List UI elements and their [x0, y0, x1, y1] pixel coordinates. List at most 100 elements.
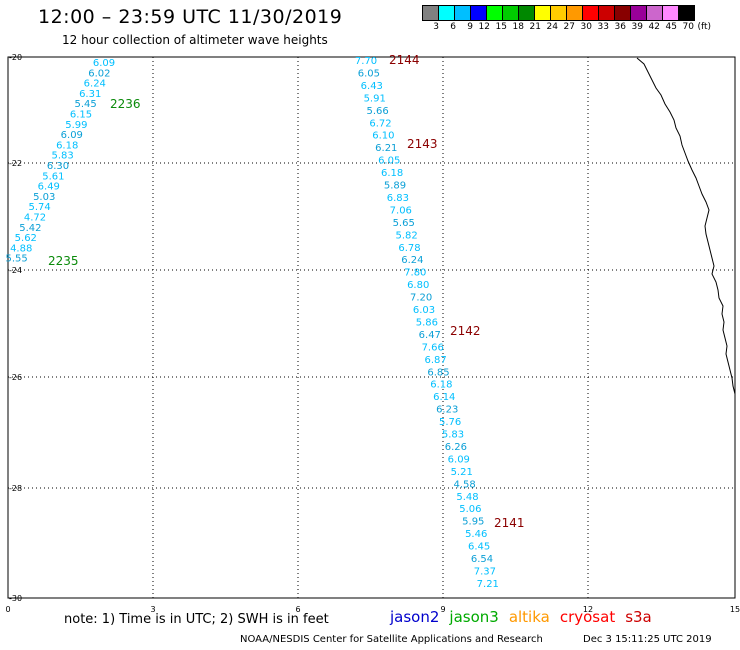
wave-height-value: 7.37 [474, 566, 496, 577]
wave-height-value: 6.10 [372, 131, 394, 142]
wave-height-value: 6.78 [398, 243, 420, 254]
footnote: note: 1) Time is in UTC; 2) SWH is in fe… [64, 612, 329, 627]
wave-height-value: 5.83 [442, 430, 464, 441]
legend-label: 3 [433, 22, 439, 32]
wave-height-value: 5.74 [28, 202, 50, 213]
wave-height-value: 7.80 [404, 268, 426, 279]
wave-height-value: 6.85 [427, 367, 449, 378]
wave-height-value: 5.83 [51, 151, 73, 162]
y-tick-label: -26 [9, 373, 22, 382]
legend-label: 9 [467, 22, 473, 32]
wave-height-value: 7.06 [390, 205, 412, 216]
wave-height-value: 6.26 [445, 442, 467, 453]
legend-swatch [678, 5, 695, 21]
satellite-name: altika [508, 608, 550, 626]
wave-height-value: 4.58 [453, 479, 475, 490]
wave-height-value: 5.89 [384, 181, 406, 192]
legend-label: 6 [450, 22, 456, 32]
y-tick-label: -28 [9, 484, 22, 493]
legend-label: 24 [546, 22, 558, 32]
wave-height-value: 6.05 [358, 68, 380, 79]
x-tick-label: 12 [583, 605, 593, 614]
legend-label: 27 [563, 22, 575, 32]
wave-height-value: 6.02 [88, 68, 110, 79]
legend-label: 18 [512, 22, 524, 32]
wave-height-value: 6.05 [378, 156, 400, 167]
legend-label: 70 [682, 22, 694, 32]
wave-height-value: 5.46 [465, 529, 487, 540]
wave-height-value: 6.24 [84, 79, 106, 90]
legend-label: 36 [614, 22, 626, 32]
x-tick-label: 6 [295, 605, 300, 614]
legend-label: 30 [580, 22, 592, 32]
wave-height-value: 6.09 [61, 130, 83, 141]
wave-height-value: 4.72 [24, 213, 46, 224]
wave-height-value: 6.87 [424, 355, 446, 366]
wave-height-value: 5.86 [416, 317, 438, 328]
y-tick-label: -30 [9, 594, 22, 603]
satellite-name: s3a [625, 608, 652, 626]
wave-height-value: 7.21 [477, 579, 499, 590]
wave-height-value: 6.21 [375, 143, 397, 154]
legend-label: 45 [665, 22, 677, 32]
coastline [636, 57, 736, 395]
satellite-name: cryosat [559, 608, 616, 626]
wave-height-value: 6.24 [401, 255, 423, 266]
wave-height-value: 5.42 [19, 223, 41, 234]
wave-height-value: 5.91 [364, 93, 386, 104]
color-legend [422, 5, 695, 21]
legend-label: 39 [631, 22, 643, 32]
wave-height-value: 6.15 [70, 110, 92, 121]
legend-label: 33 [597, 22, 609, 32]
satellite-name: jason3 [449, 608, 499, 626]
pass-time-label: 2235 [48, 254, 79, 268]
pass-time-label: 2236 [110, 97, 141, 111]
wave-height-value: 6.18 [430, 380, 452, 391]
map-frame [7, 56, 736, 599]
wave-height-value: 5.55 [5, 254, 27, 265]
legend-label: (ft) [697, 22, 711, 32]
pass-time-label: 2142 [450, 324, 481, 338]
legend-label: 15 [495, 22, 507, 32]
wave-height-value: 5.03 [33, 192, 55, 203]
wave-height-value: 5.62 [15, 233, 37, 244]
wave-height-value: 5.48 [456, 492, 478, 503]
wave-height-value: 6.23 [436, 405, 458, 416]
credit-text: NOAA/NESDIS Center for Satellite Applica… [240, 634, 543, 645]
wave-height-value: 5.45 [74, 99, 96, 110]
wave-height-value: 6.45 [468, 542, 490, 553]
x-tick-label: 3 [150, 605, 155, 614]
wave-height-value: 6.18 [381, 168, 403, 179]
chart-title: 12:00 – 23:59 UTC 11/30/2019 [38, 6, 343, 28]
legend-label: 21 [529, 22, 541, 32]
wave-height-value: 5.76 [439, 417, 461, 428]
legend-label: 12 [478, 22, 490, 32]
y-tick-label: -20 [9, 53, 22, 62]
wave-height-value: 6.09 [448, 454, 470, 465]
wave-height-value: 5.66 [366, 106, 388, 117]
legend-label: 42 [648, 22, 660, 32]
wave-height-value: 6.47 [419, 330, 441, 341]
pass-time-label: 2141 [494, 516, 525, 530]
wave-height-value: 5.82 [395, 230, 417, 241]
wave-height-value: 7.70 [355, 56, 377, 67]
x-tick-label: 0 [5, 605, 10, 614]
wave-height-value: 6.43 [361, 81, 383, 92]
wave-height-value: 5.61 [42, 171, 64, 182]
satellite-legend: jason2 jason3 altika cryosat s3a [390, 608, 662, 626]
wave-height-value: 6.03 [413, 305, 435, 316]
wave-height-value: 6.31 [79, 89, 101, 100]
pass-time-label: 2143 [407, 137, 438, 151]
wave-height-value: 5.99 [65, 120, 87, 131]
wave-height-value: 6.80 [407, 280, 429, 291]
wave-height-value: 6.09 [93, 58, 115, 69]
color-legend-labels: 3 6 9 12 15 18 21 24 27 30 33 36 39 42 45 70 (ft) [422, 22, 711, 32]
chart-subtitle: 12 hour collection of altimeter wave hei… [62, 33, 328, 47]
wave-height-value: 6.14 [433, 392, 455, 403]
timestamp-text: Dec 3 15:11:25 UTC 2019 [583, 634, 712, 645]
wave-height-value: 6.49 [38, 182, 60, 193]
wave-height-value: 7.66 [422, 342, 444, 353]
map-grid: -20 -22 -24 -26 -28 -30 0 3 6 9 12 15 [5, 53, 740, 614]
wave-height-value: 5.95 [462, 517, 484, 528]
